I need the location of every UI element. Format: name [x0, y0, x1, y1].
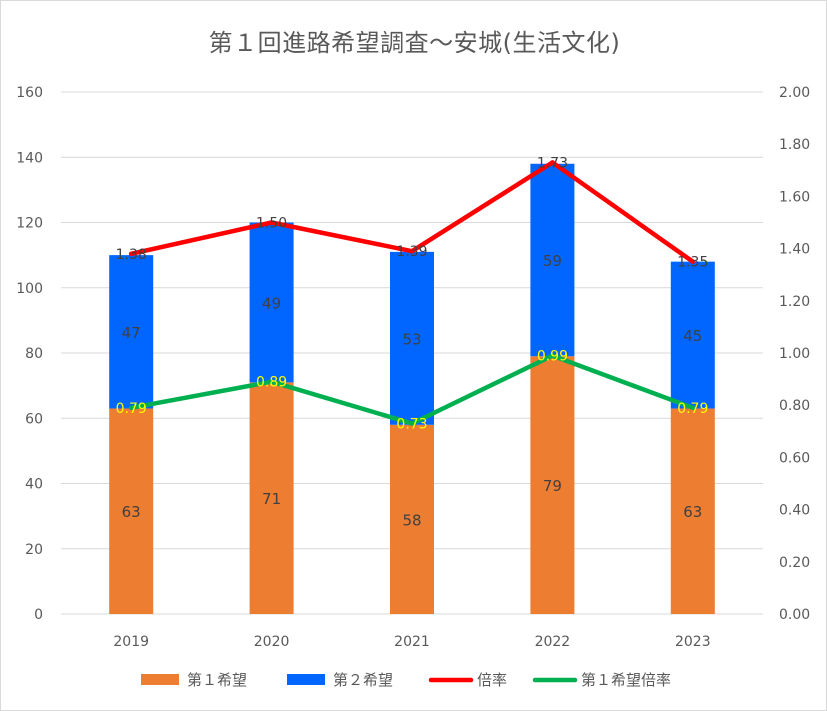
ratio-data-label: 1.39	[396, 244, 427, 260]
bar-first-choice-label: 63	[683, 503, 702, 521]
bar-second-choice	[670, 261, 715, 409]
point-ratio	[129, 251, 134, 257]
bar-first-choice	[390, 424, 434, 614]
point-ratio	[550, 160, 555, 165]
y-left-tick-label: 60	[25, 411, 43, 427]
bar-first-choice-label: 79	[543, 477, 562, 495]
point-first-choice-ratio	[690, 405, 695, 411]
y-left-tick-label: 100	[16, 281, 43, 297]
bar-first-choice	[530, 356, 575, 614]
first-choice-ratio-data-label: 0.79	[116, 401, 147, 417]
bar-first-choice	[249, 382, 294, 614]
y-right-tick-label: 1.40	[779, 242, 810, 258]
y-right-tick-label: 1.20	[779, 294, 810, 310]
bar-second-choice-label: 49	[262, 294, 281, 312]
ratio-data-label: 1.50	[256, 216, 287, 232]
y-right-tick-label: 0.80	[779, 398, 810, 414]
y-left-tick-label: 80	[25, 346, 43, 362]
legend-ratio-label: 倍率	[477, 671, 507, 689]
y-left-tick-label: 160	[16, 85, 43, 101]
first-choice-ratio-data-label: 0.99	[537, 349, 568, 365]
chart-title: 第１回進路希望調査～安城(生活文化)	[208, 29, 621, 57]
ratio-data-label: 1.73	[537, 155, 568, 171]
x-tick-label: 2022	[535, 634, 571, 650]
bar-second-choice-label: 59	[543, 252, 562, 270]
data-labels: 63 47 71 49 58 53 79 59 63 45 1.38 1.50 1.39 1.73 1.35…	[116, 155, 709, 529]
point-ratio	[409, 249, 415, 254]
bar-second-choice	[530, 163, 575, 357]
x-tick-label: 2020	[254, 634, 290, 650]
first-choice-ratio-data-label: 0.73	[396, 416, 427, 432]
bar-second-choice-label: 53	[402, 330, 421, 348]
bar-second-choice	[109, 255, 154, 409]
bar-first-choice	[109, 408, 154, 614]
bar-first-choice	[670, 408, 715, 614]
bar-second-choice	[390, 251, 434, 425]
axes: 0 20 40 60 80 100 120 140 160 0.00 0.20 0.40 0.60 0.8…	[16, 85, 810, 650]
bar-second-choice-label: 45	[683, 327, 702, 345]
y-right-tick-label: 1.00	[779, 346, 810, 362]
bars	[109, 163, 715, 614]
ratio-data-label: 1.38	[116, 247, 147, 263]
y-right-tick-label: 0.40	[779, 503, 810, 519]
y-left-tick-label: 20	[25, 542, 43, 558]
y-right-tick-label: 1.80	[779, 137, 810, 153]
x-tick-label: 2023	[675, 634, 711, 650]
lines	[128, 160, 696, 426]
y-right-tick-label: 1.60	[779, 189, 810, 205]
legend: 第１希望 第２希望 倍率 第１希望倍率	[141, 671, 671, 689]
y-right-tick-label: 2.00	[779, 85, 810, 101]
legend-first-choice-ratio-label: 第１希望倍率	[581, 671, 671, 689]
legend-second-choice-swatch	[287, 674, 325, 685]
legend-second-choice-label: 第２希望	[333, 671, 393, 689]
point-ratio	[269, 220, 274, 225]
point-first-choice-ratio	[550, 353, 555, 358]
point-first-choice-ratio	[129, 405, 134, 411]
y-right-tick-label: 0.00	[779, 607, 810, 623]
bar-first-choice-label: 63	[122, 503, 141, 521]
y-left-tick-label: 0	[34, 607, 43, 623]
legend-first-choice-label: 第１希望	[187, 671, 247, 689]
first-choice-ratio-data-label: 0.79	[677, 401, 708, 417]
x-tick-label: 2019	[113, 634, 149, 650]
y-left-tick-label: 120	[16, 216, 43, 232]
point-first-choice-ratio	[409, 421, 415, 426]
bar-first-choice-label: 71	[262, 490, 281, 508]
ratio-data-label: 1.35	[677, 255, 708, 271]
legend-first-choice-swatch	[141, 674, 179, 685]
x-tick-label: 2021	[394, 634, 430, 650]
point-ratio	[690, 259, 695, 264]
y-left-tick-label: 40	[25, 477, 43, 493]
bar-first-choice-label: 58	[402, 511, 421, 529]
y-right-tick-label: 0.20	[779, 555, 810, 571]
point-first-choice-ratio	[269, 379, 274, 384]
bar-second-choice	[249, 222, 294, 383]
first-choice-ratio-data-label: 0.89	[256, 375, 287, 391]
y-right-tick-label: 0.60	[779, 450, 810, 466]
bar-second-choice-label: 47	[122, 324, 141, 342]
y-left-tick-label: 140	[16, 150, 43, 166]
